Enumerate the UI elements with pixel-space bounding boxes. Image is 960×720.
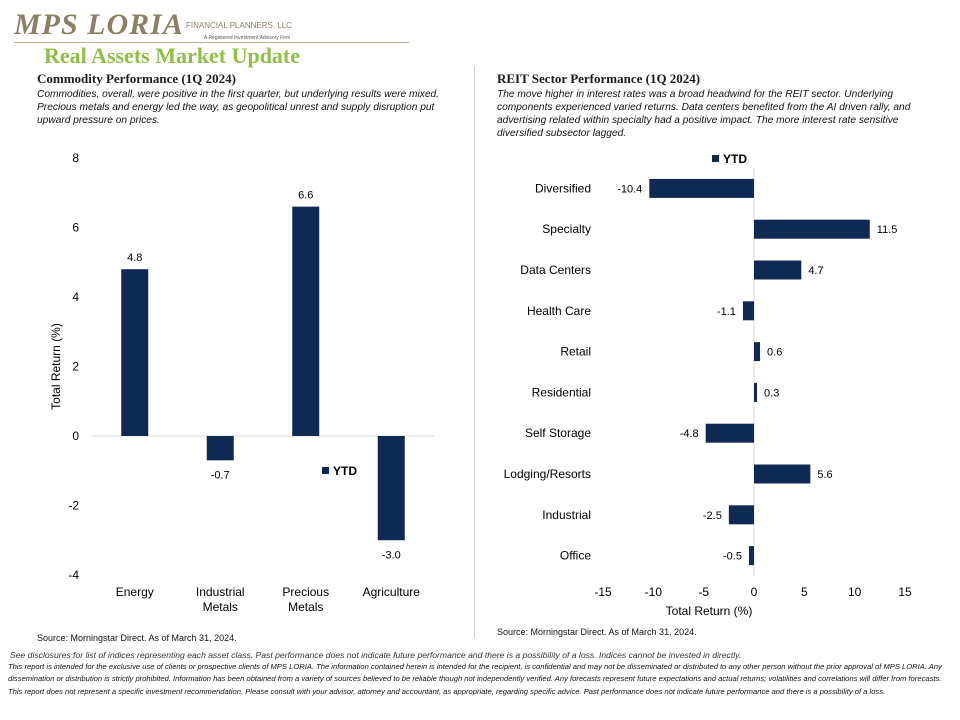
logo-underline	[14, 42, 409, 43]
y-tick-label: -2	[68, 499, 79, 513]
disclaimer-footer: See disclosures for list of indices repr…	[8, 649, 952, 698]
legend-label: YTD	[723, 152, 747, 166]
x-tick-label: -15	[594, 585, 612, 599]
reit-source-note: Source: Morningstar Direct. As of March …	[497, 627, 697, 637]
commodity-panel-description: Commodities, overall, were positive in t…	[37, 89, 440, 126]
y-tick-label: 8	[72, 151, 79, 165]
legend-swatch	[322, 467, 329, 474]
category-label: Specialty	[542, 222, 591, 236]
x-tick-label: 10	[848, 585, 862, 599]
y-tick-label: 0	[72, 429, 79, 443]
data-label: 0.3	[764, 387, 779, 399]
category-label: Industrial	[542, 508, 591, 522]
legend-swatch	[712, 155, 719, 162]
data-label: 4.8	[127, 252, 142, 264]
panel-divider	[474, 66, 475, 638]
bar-precious-metals	[292, 206, 320, 436]
category-label: Office	[560, 549, 591, 563]
commodity-panel-title: Commodity Performance (1Q 2024)	[37, 71, 236, 86]
commodity-source-note: Source: Morningstar Direct. As of March …	[37, 633, 237, 643]
y-axis-title: Total Return (%)	[49, 323, 63, 410]
disclaimer-indices: See disclosures for list of indices repr…	[10, 650, 742, 660]
category-label: Data Centers	[520, 263, 591, 277]
category-label: Residential	[532, 385, 591, 399]
y-tick-label: 6	[72, 221, 79, 235]
data-label: 11.5	[877, 224, 898, 236]
category-label: Industrial Metals	[196, 585, 245, 614]
bar-agriculture	[377, 436, 405, 541]
company-logo: MPS LORIA FINANCIAL PLANNERS, LLC A Regi…	[14, 8, 414, 44]
disclaimer-legal: This report is intended for the exclusiv…	[8, 662, 942, 696]
data-label: -0.5	[723, 551, 742, 563]
x-tick-label: 15	[898, 585, 912, 599]
data-label: -3.0	[382, 549, 401, 561]
category-label: Self Storage	[525, 426, 591, 440]
reit-bar-chart: Diversified -10.4 Specialty 11.5 Data Center…	[504, 152, 912, 618]
data-label: -10.4	[617, 183, 642, 195]
bar-energy	[121, 269, 149, 436]
x-tick-label: 0	[751, 585, 758, 599]
logo-subtitle: FINANCIAL PLANNERS, LLC	[186, 21, 292, 30]
category-label: Lodging/Resorts	[504, 467, 591, 481]
data-label: -0.7	[211, 469, 230, 481]
x-tick-label: -5	[698, 585, 709, 599]
data-label: -1.1	[717, 306, 736, 318]
category-label: Retail	[560, 345, 591, 359]
bar-residential	[754, 382, 758, 402]
category-label: Energy	[116, 585, 154, 599]
data-label: 4.7	[808, 265, 823, 277]
category-label: Precious Metals	[282, 585, 329, 614]
logo-wordmark: MPS LORIA	[14, 8, 184, 41]
bar-data-centers	[754, 260, 802, 280]
data-label: -4.8	[680, 428, 699, 440]
bar-industrial-metals	[206, 436, 234, 461]
bar-industrial	[728, 505, 754, 525]
bar-self-storage	[705, 423, 754, 443]
bar-office	[748, 546, 754, 566]
x-tick-label: -10	[645, 585, 663, 599]
bar-retail	[754, 342, 761, 362]
data-label: 0.6	[767, 347, 782, 359]
page-title: Real Assets Market Update	[44, 43, 301, 68]
logo-tagline: A Registered Investment Advisory Firm	[204, 35, 291, 41]
bar-specialty	[754, 219, 870, 239]
bar-lodging-resorts	[754, 464, 811, 484]
category-label: Diversified	[535, 181, 591, 195]
y-tick-label: -4	[68, 568, 79, 582]
y-tick-label: 4	[72, 290, 79, 304]
reit-panel-description: The move higher in interest rates was a …	[497, 89, 911, 139]
y-tick-label: 2	[72, 360, 79, 374]
category-label: Health Care	[527, 304, 591, 318]
data-label: 6.6	[298, 190, 313, 202]
legend-label: YTD	[333, 464, 357, 478]
commodity-bar-chart: -4 -2 0 2 4 6 8 4.8 Energy -0.7 Industrial Metals 6.…	[49, 151, 434, 614]
data-label: 5.6	[817, 469, 832, 481]
category-label: Agriculture	[363, 585, 421, 599]
x-tick-label: 5	[801, 585, 808, 599]
x-axis-title: Total Return (%)	[666, 604, 753, 618]
data-label: -2.5	[703, 510, 722, 522]
bar-health-care	[742, 301, 754, 321]
reit-panel-title: REIT Sector Performance (1Q 2024)	[497, 71, 701, 86]
bar-diversified	[649, 178, 754, 198]
